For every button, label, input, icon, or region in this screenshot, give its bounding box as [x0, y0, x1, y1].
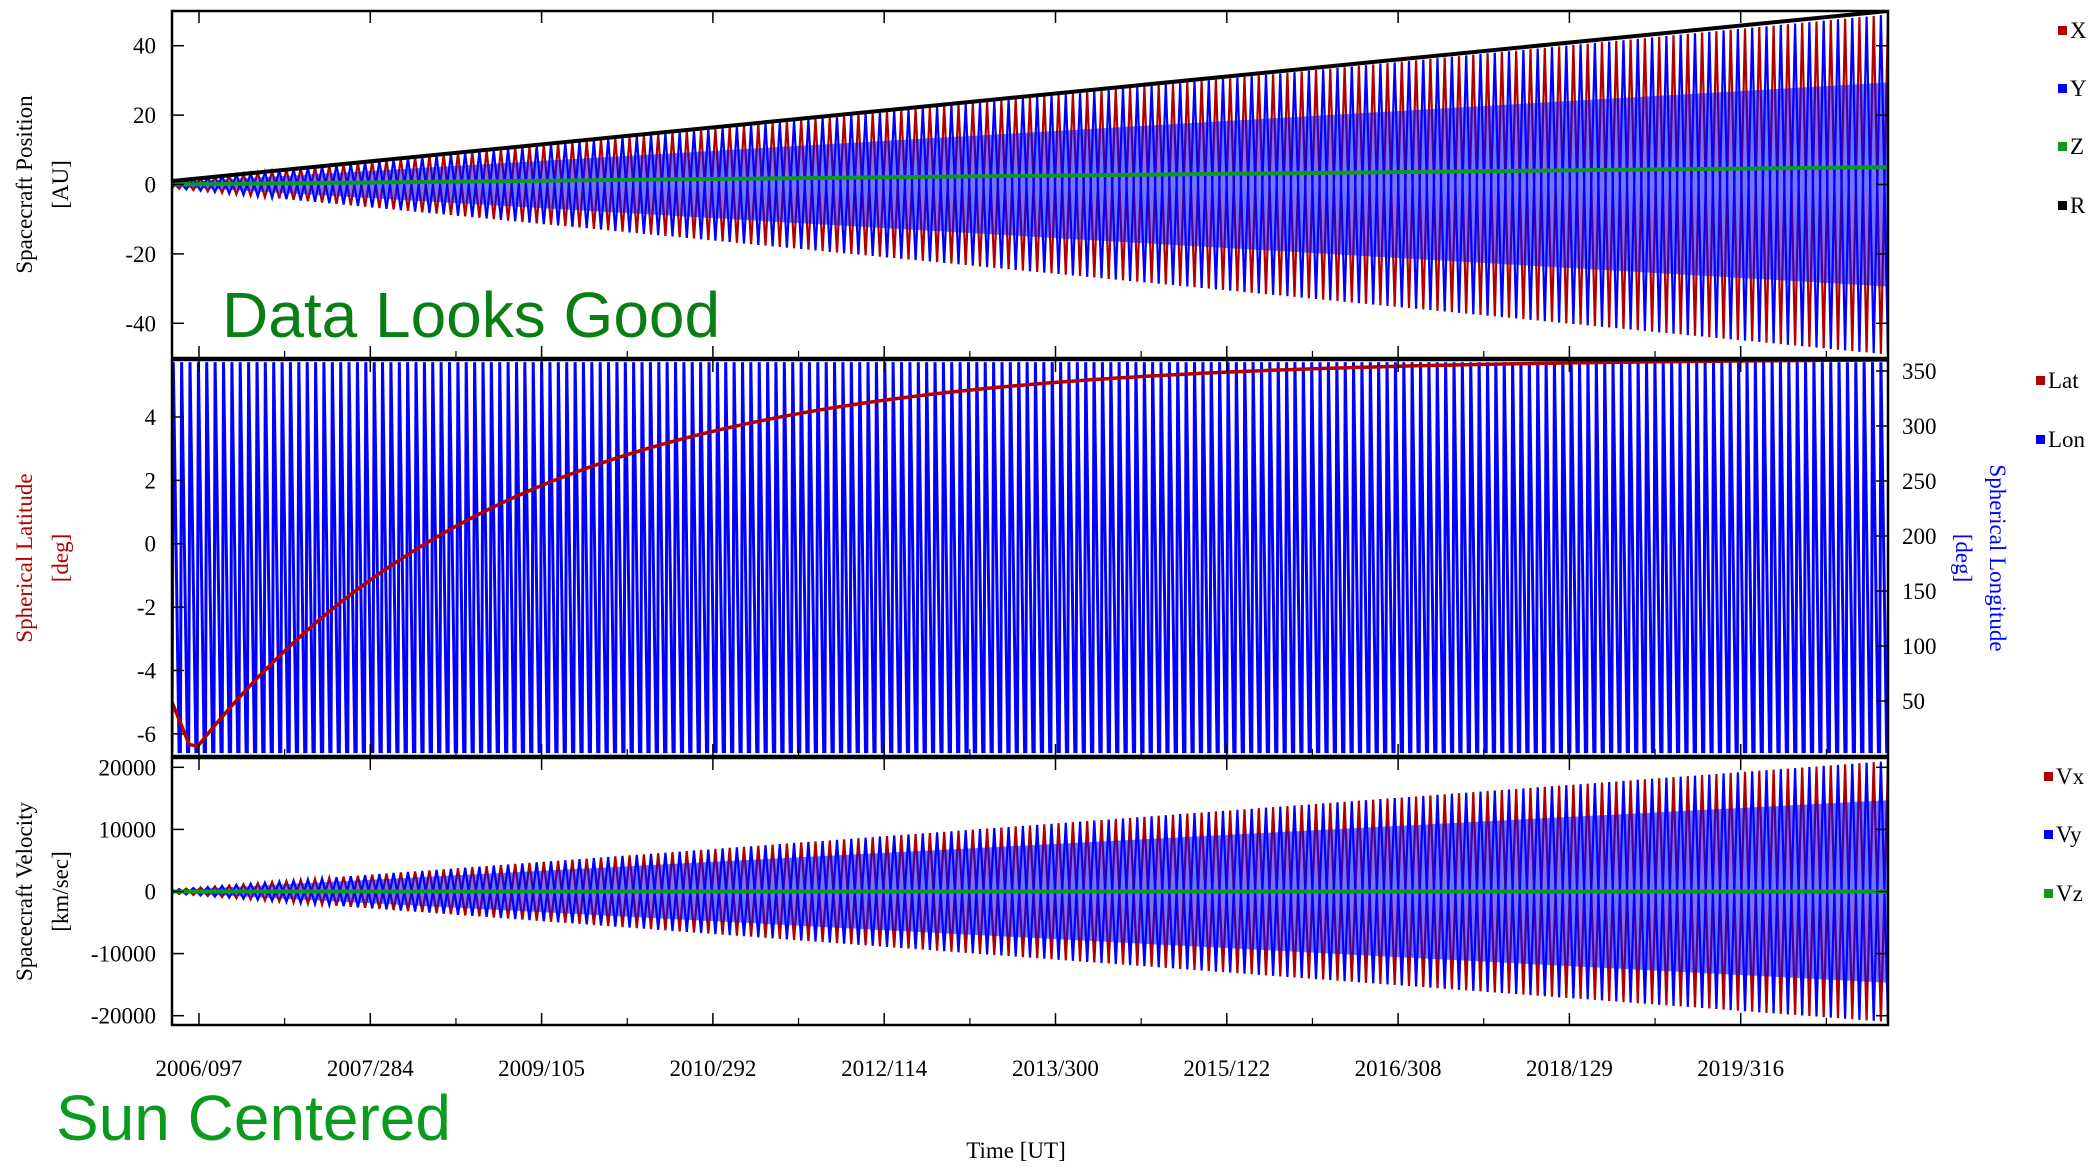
y2-tick-label: 50: [1902, 689, 1925, 714]
legend-label-vx: Vx: [2056, 764, 2085, 789]
legend-swatch-vx: [2044, 772, 2053, 781]
y-tick-label: 0: [145, 532, 157, 557]
series-lat-line: [172, 360, 1888, 749]
legend-label-y: Y: [2070, 76, 2087, 101]
y-tick-label: -10000: [91, 942, 156, 967]
series-z-line: [172, 165, 1888, 187]
y-tick-label: -6: [137, 722, 156, 747]
x-tick-label: 2015/122: [1183, 1056, 1270, 1081]
legend-label-z: Z: [2070, 134, 2084, 159]
series-vy-line: [172, 761, 1888, 1022]
x-tick-label: 2006/097: [156, 1056, 243, 1081]
legend-label-vy: Vy: [2056, 822, 2082, 847]
x-tick-label: 2016/308: [1355, 1056, 1442, 1081]
y-tick-label: -40: [125, 311, 156, 336]
x-tick-label: 2013/300: [1012, 1056, 1099, 1081]
y2-axis-unit: [deg]: [1951, 534, 1976, 583]
y2-tick-label: 100: [1902, 634, 1937, 659]
x-axis-label: Time [UT]: [966, 1138, 1065, 1163]
series-lon-line: [172, 362, 1888, 754]
x-tick-label: 2019/316: [1697, 1056, 1784, 1081]
y-axis-unit-panel-3: [km/sec]: [48, 851, 73, 931]
legend-swatch-z: [2058, 142, 2067, 151]
legend-swatch-lat: [2036, 376, 2045, 385]
series-r-line: [172, 11, 1888, 183]
y-tick-label: 40: [133, 34, 156, 59]
legend-swatch-lon: [2036, 435, 2045, 444]
x-tick-label: 2012/114: [841, 1056, 928, 1081]
legend-swatch-vy: [2044, 830, 2053, 839]
y2-tick-label: 200: [1902, 524, 1937, 549]
y2-tick-label: 350: [1902, 359, 1937, 384]
y-tick-label: 20: [133, 103, 156, 128]
panel-3-plot-area: [172, 761, 1888, 1022]
legend-swatch-y: [2058, 84, 2067, 93]
y-tick-label: 4: [145, 405, 157, 430]
y-tick-label: -4: [137, 658, 157, 683]
panel-3-frame: [170, 756, 1890, 1027]
panel-1-frame: [170, 9, 1890, 360]
y2-tick-label: 150: [1902, 579, 1937, 604]
series-y-band: [172, 82, 1888, 287]
y-axis-unit-panel-1: [AU]: [48, 160, 73, 209]
y-axis-label-panel-1: Spacecraft Position: [12, 95, 37, 274]
x-tick-label: 2009/105: [498, 1056, 585, 1081]
legend-label-r: R: [2070, 193, 2086, 218]
x-tick-label: 2010/292: [669, 1056, 756, 1081]
legend-swatch-x: [2058, 26, 2067, 35]
y-axis-label-panel-2: Spherical Latitude: [12, 473, 37, 642]
y-axis-label-panel-3: Spacecraft Velocity: [12, 801, 37, 981]
annotation-sun-centered: Sun Centered: [56, 1082, 451, 1154]
y2-axis-label: Spherical Longitude: [1985, 464, 2010, 651]
legend-label-lon: Lon: [2048, 427, 2086, 452]
series-vx-line: [172, 761, 1888, 1022]
y-tick-label: -20: [125, 242, 156, 267]
x-tick-label: 2018/129: [1526, 1056, 1613, 1081]
y-axis-unit-panel-2: [deg]: [48, 534, 73, 583]
legend-label-lat: Lat: [2048, 368, 2079, 393]
y-tick-label: -2: [137, 595, 156, 620]
legend-swatch-r: [2058, 201, 2067, 210]
legend-swatch-vz: [2044, 889, 2053, 898]
y-tick-label: 2: [145, 468, 157, 493]
y2-tick-label: 250: [1902, 469, 1937, 494]
panel-1-plot-area: [172, 11, 1888, 355]
y2-tick-label: 300: [1902, 414, 1937, 439]
series-y-line: [172, 15, 1888, 355]
y-tick-label: 0: [145, 173, 157, 198]
panel-2-frame: [170, 358, 1890, 758]
y-tick-label: -20000: [91, 1004, 156, 1029]
legend-label-vz: Vz: [2056, 881, 2083, 906]
y-tick-label: 20000: [99, 755, 157, 780]
annotation-data-looks-good: Data Looks Good: [222, 279, 720, 351]
y-tick-label: 10000: [99, 817, 157, 842]
panel-2-plot-area: [172, 360, 1888, 754]
x-tick-label: 2007/284: [327, 1056, 414, 1081]
legend-label-x: X: [2070, 18, 2087, 43]
y-tick-label: 0: [145, 880, 157, 905]
